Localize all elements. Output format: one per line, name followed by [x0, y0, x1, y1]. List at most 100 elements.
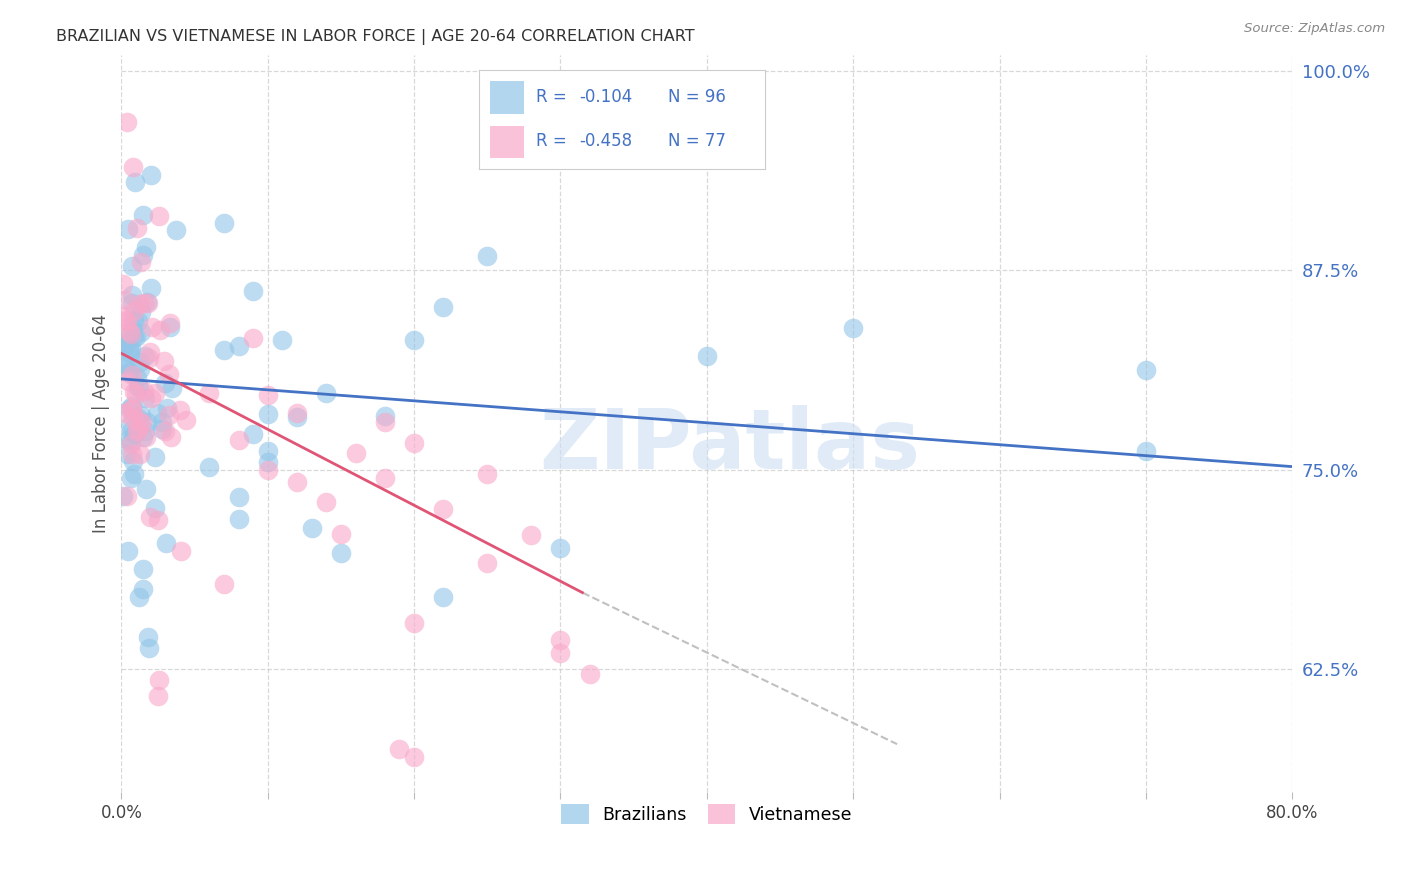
Point	[132, 582, 155, 597]
Point	[118, 432, 141, 446]
Point	[111, 309, 134, 323]
Point	[121, 401, 143, 416]
Point	[129, 305, 152, 319]
Point	[550, 541, 572, 556]
Point	[134, 391, 156, 405]
Point	[129, 325, 152, 339]
Point	[256, 388, 278, 402]
Point	[344, 445, 367, 459]
Point	[153, 376, 176, 391]
Point	[111, 356, 134, 370]
Point	[139, 345, 162, 359]
Point	[127, 420, 149, 434]
Point	[477, 557, 499, 571]
Point	[149, 323, 172, 337]
Point	[128, 415, 150, 429]
Point	[242, 284, 264, 298]
Point	[125, 386, 148, 401]
Point	[153, 424, 176, 438]
Point	[212, 216, 235, 230]
Point	[256, 455, 278, 469]
Point	[136, 296, 159, 310]
Point	[127, 314, 149, 328]
Point	[404, 435, 426, 450]
Point	[156, 401, 179, 415]
Point	[157, 367, 180, 381]
Point	[212, 343, 235, 358]
Point	[315, 494, 337, 508]
Point	[432, 591, 454, 605]
Point	[228, 339, 250, 353]
Point	[134, 349, 156, 363]
Point	[150, 421, 173, 435]
Point	[121, 259, 143, 273]
Point	[120, 326, 142, 341]
Point	[125, 371, 148, 385]
Point	[122, 303, 145, 318]
Point	[125, 330, 148, 344]
Point	[135, 482, 157, 496]
Point	[150, 415, 173, 429]
Point	[114, 339, 136, 353]
Point	[404, 616, 426, 631]
Legend: Brazilians, Vietnamese: Brazilians, Vietnamese	[554, 797, 860, 831]
Point	[160, 430, 183, 444]
Point	[138, 351, 160, 365]
Point	[117, 328, 139, 343]
Point	[159, 319, 181, 334]
Point	[155, 536, 177, 550]
Point	[121, 399, 143, 413]
Point	[118, 340, 141, 354]
Point	[120, 341, 142, 355]
Point	[228, 434, 250, 448]
Point	[153, 354, 176, 368]
Point	[114, 293, 136, 307]
Point	[117, 543, 139, 558]
Point	[111, 277, 134, 291]
Text: Source: ZipAtlas.com: Source: ZipAtlas.com	[1244, 22, 1385, 36]
Point	[114, 313, 136, 327]
Point	[121, 368, 143, 382]
Point	[117, 374, 139, 388]
Point	[285, 409, 308, 424]
Point	[136, 415, 159, 429]
Point	[134, 424, 156, 438]
Point	[135, 430, 157, 444]
Point	[271, 333, 294, 347]
Point	[121, 425, 143, 439]
Point	[121, 296, 143, 310]
Point	[118, 365, 141, 379]
Point	[374, 415, 396, 429]
Point	[129, 408, 152, 422]
Point	[550, 632, 572, 647]
Point	[1135, 443, 1157, 458]
Point	[141, 320, 163, 334]
Point	[118, 418, 141, 433]
Point	[121, 288, 143, 302]
Point	[132, 384, 155, 398]
Point	[578, 667, 600, 681]
Point	[198, 385, 221, 400]
Point	[112, 337, 135, 351]
Point	[120, 471, 142, 485]
Point	[285, 475, 308, 490]
Point	[128, 591, 150, 605]
Point	[404, 333, 426, 347]
Point	[122, 313, 145, 327]
Point	[132, 430, 155, 444]
Point	[432, 502, 454, 516]
Point	[842, 321, 865, 335]
Point	[256, 407, 278, 421]
Point	[127, 380, 149, 394]
Point	[174, 413, 197, 427]
Point	[132, 248, 155, 262]
Point	[129, 355, 152, 369]
Point	[115, 446, 138, 460]
Point	[374, 471, 396, 485]
Point	[131, 416, 153, 430]
Point	[134, 295, 156, 310]
Point	[146, 406, 169, 420]
Point	[117, 221, 139, 235]
Point	[160, 380, 183, 394]
Point	[139, 168, 162, 182]
